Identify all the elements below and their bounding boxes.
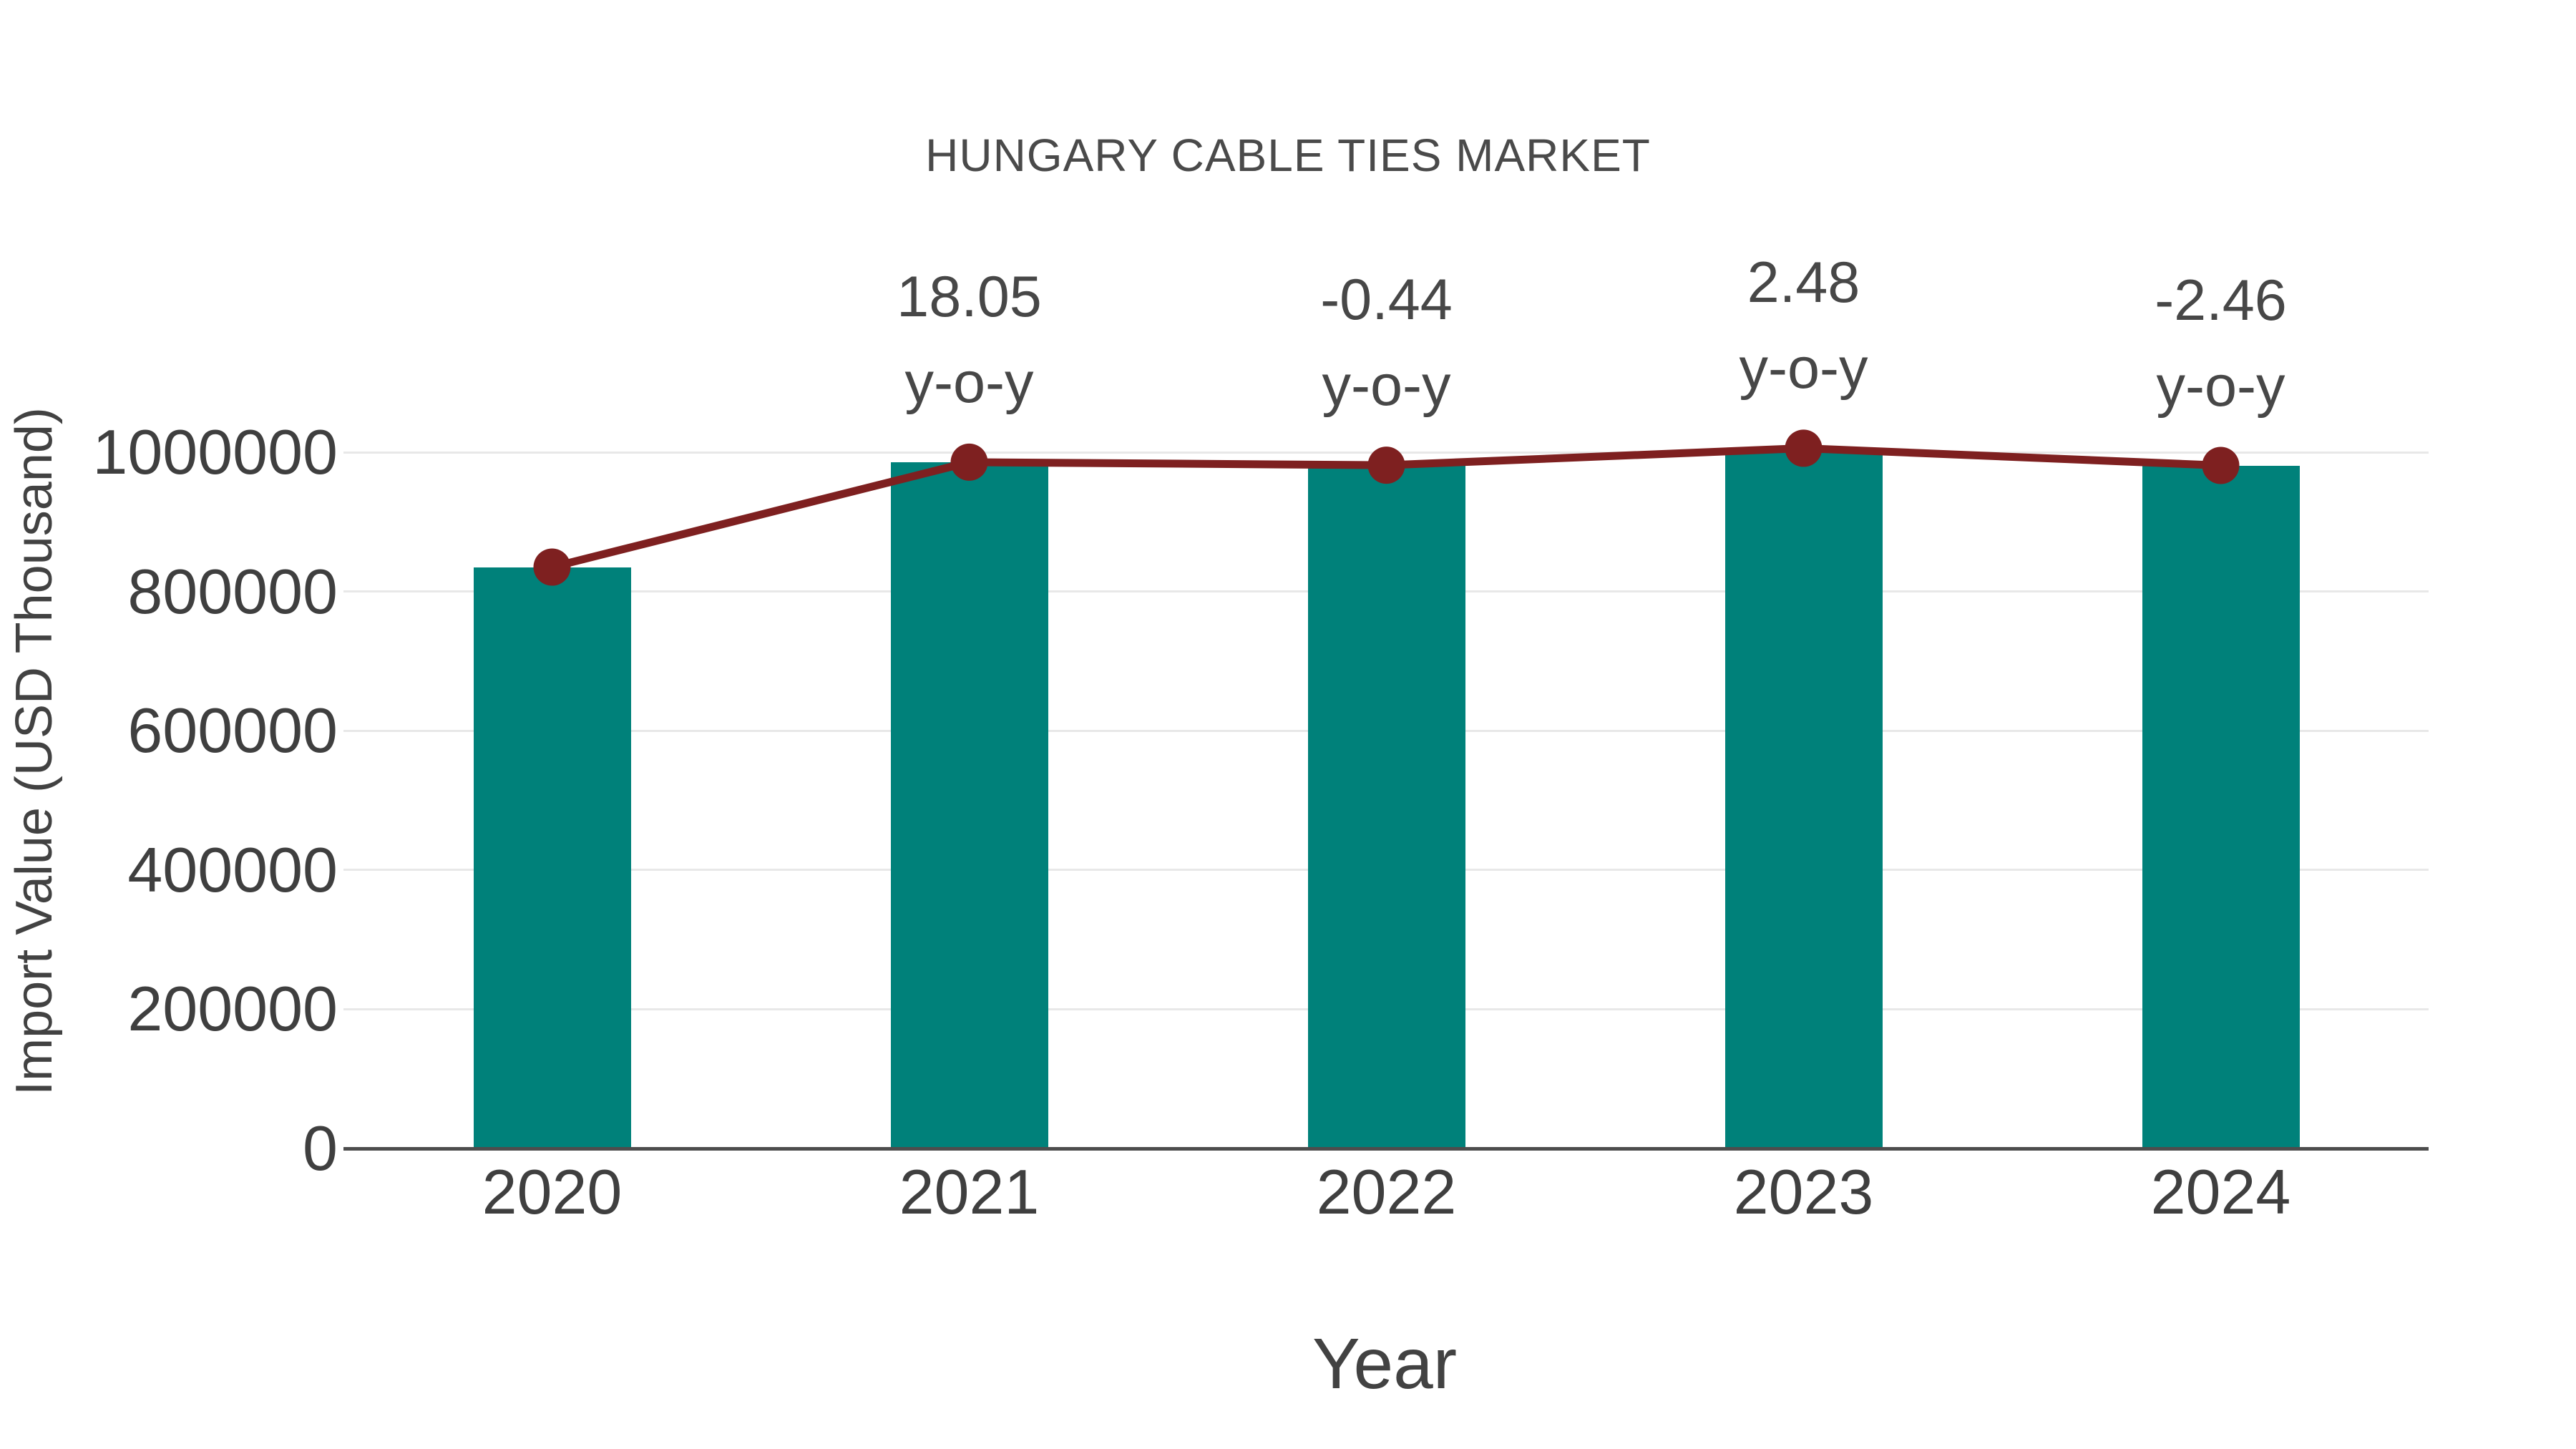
bar-2024 xyxy=(2142,465,2300,1148)
yoy-annotation-2022: -0.44 y-o-y xyxy=(1172,257,1601,429)
x-tick-label: 2020 xyxy=(482,1156,623,1227)
x-tick-label: 2021 xyxy=(899,1156,1040,1227)
yoy-value: 2.48 xyxy=(1747,250,1860,316)
bar-2023 xyxy=(1724,448,1883,1148)
yoy-annotation-2024: -2.46 y-o-y xyxy=(2006,258,2436,429)
yoy-unit: y-o-y xyxy=(2156,353,2285,419)
yoy-annotation-2023: 2.48 y-o-y xyxy=(1589,240,2019,411)
x-axis-title: Year xyxy=(1312,1324,1458,1404)
yoy-unit: y-o-y xyxy=(904,350,1034,415)
chart-title: HUNGARY CABLE TIES MARKET xyxy=(925,130,1651,181)
y-tick-label: 200000 xyxy=(127,973,338,1045)
x-tick-label: 2024 xyxy=(2150,1156,2291,1227)
yoy-value: 18.05 xyxy=(897,264,1042,329)
y-tick-label: 400000 xyxy=(127,834,338,905)
x-tick-label: 2022 xyxy=(1316,1156,1457,1227)
bar-2020 xyxy=(473,567,631,1148)
x-axis-line xyxy=(343,1147,2429,1151)
y-tick-label: 600000 xyxy=(127,695,338,766)
x-tick-label: 2023 xyxy=(1733,1156,1874,1227)
y-tick-label: 0 xyxy=(303,1113,338,1184)
yoy-annotation-2021: 18.05 y-o-y xyxy=(755,254,1184,426)
bar-2021 xyxy=(890,462,1048,1148)
yoy-value: -0.44 xyxy=(1320,268,1453,333)
yoy-unit: y-o-y xyxy=(1739,336,1868,401)
y-tick-label: 800000 xyxy=(127,555,338,627)
yoy-unit: y-o-y xyxy=(1322,353,1451,419)
yoy-value: -2.46 xyxy=(2155,268,2287,333)
y-tick-label: 1000000 xyxy=(92,416,338,487)
bar-2022 xyxy=(1307,465,1465,1148)
y-gridline xyxy=(343,451,2429,454)
